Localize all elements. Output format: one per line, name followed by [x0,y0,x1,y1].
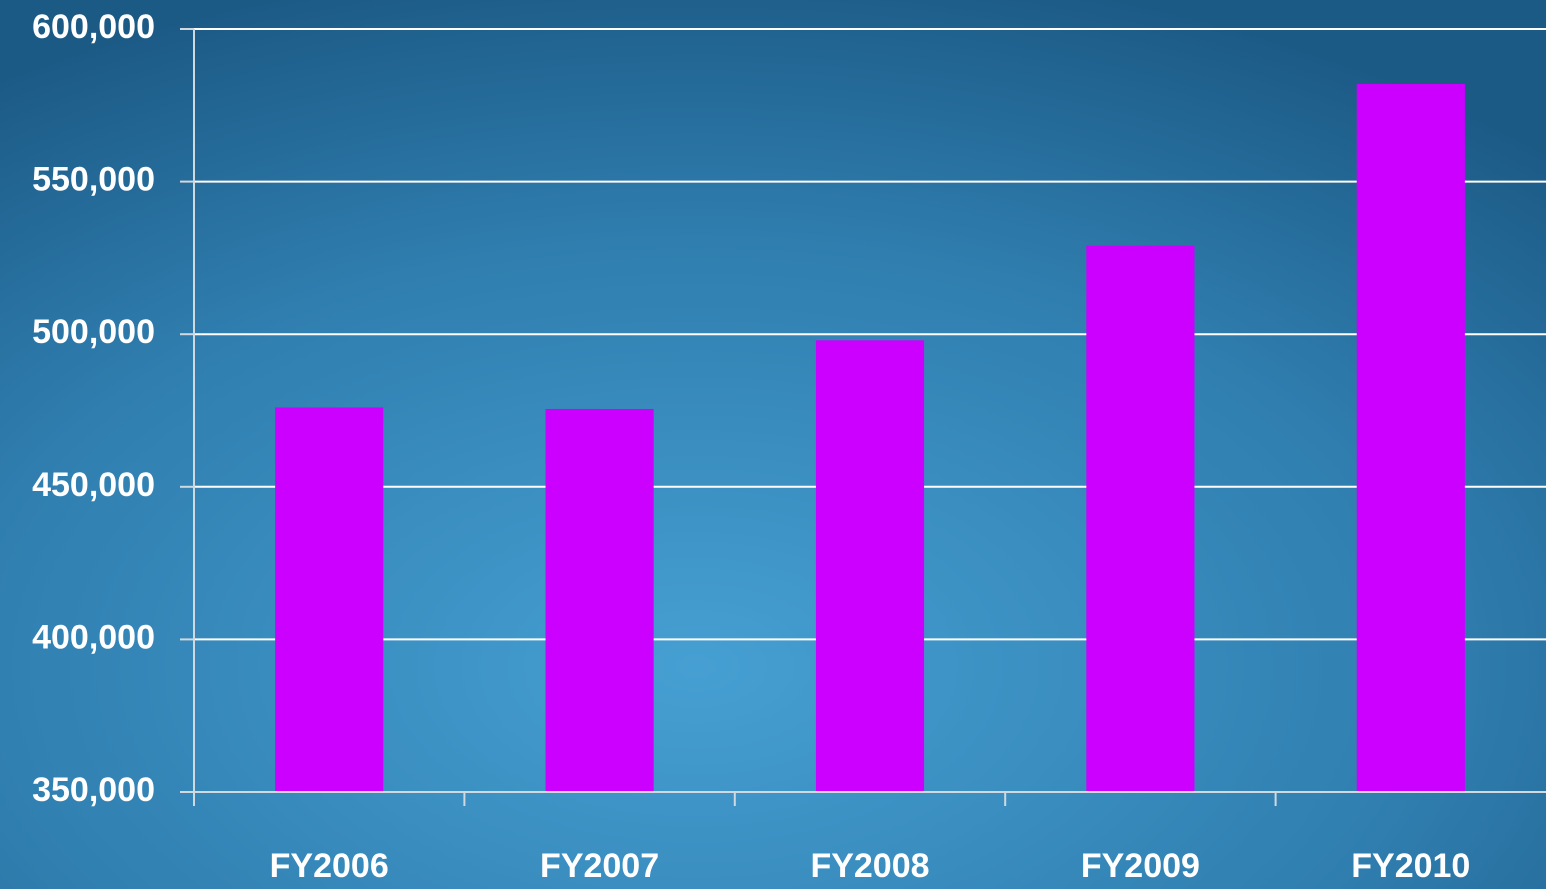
y-tick-label: 550,000 [32,161,155,199]
y-tick-label: 600,000 [32,8,155,46]
bar [275,407,384,792]
bar [1086,245,1195,792]
x-tick-label: FY2010 [1351,847,1470,885]
x-tick-label: FY2007 [540,847,659,885]
x-tick-label: FY2006 [270,847,389,885]
y-tick-label: 400,000 [32,618,155,656]
bar [815,340,925,792]
bar [545,408,654,792]
x-tick-label: FY2009 [1081,847,1200,885]
x-tick-label: FY2008 [810,847,929,885]
y-tick-label: 500,000 [32,313,155,351]
bar [1356,83,1465,793]
y-tick-label: 450,000 [32,466,155,504]
y-tick-label: 350,000 [32,771,155,809]
